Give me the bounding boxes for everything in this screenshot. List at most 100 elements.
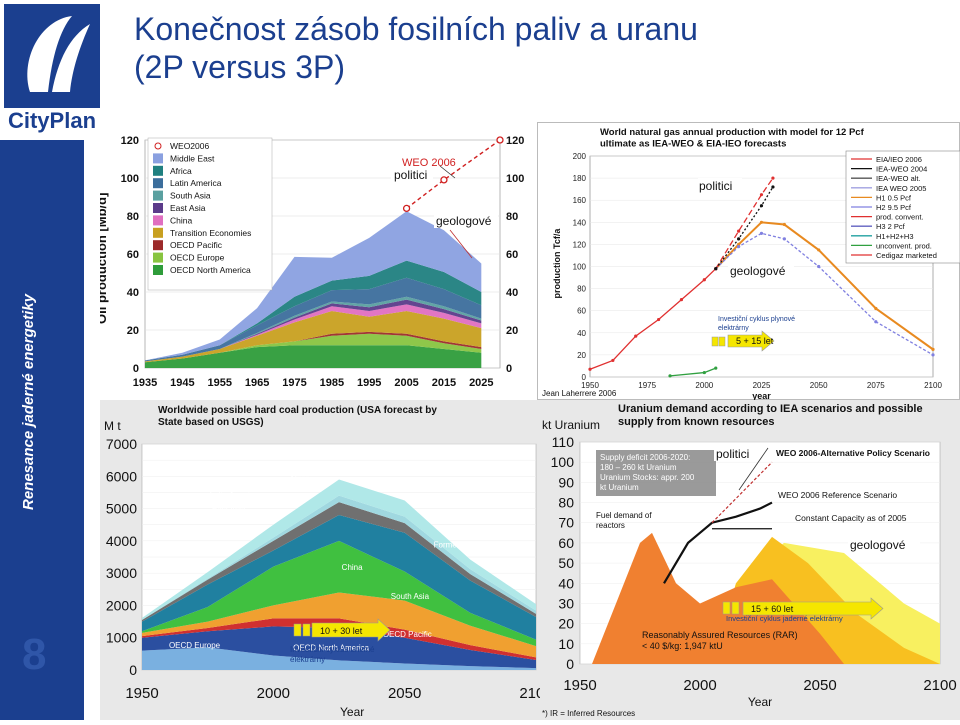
gas-annotation-geologove: geologové <box>730 264 786 278</box>
gas-point <box>759 220 764 224</box>
ur-annot-bg <box>848 536 920 552</box>
coal-region-label: OECD North America <box>293 644 370 653</box>
oil-ytick-right: 120 <box>506 135 524 147</box>
ur-investment-arrow-label: 15 + 60 let <box>751 604 794 614</box>
oil-chart: 0 0 20 20 40 40 60 60 80 80 100 100 120 120 1935 1945 19… <box>94 135 524 389</box>
ur-xlabel: Year <box>748 695 772 709</box>
oil-xtick: 2005 <box>394 377 418 389</box>
ur-ytick: 10 <box>558 636 574 652</box>
coal-investment-arrow-label: 10 + 30 let <box>320 626 363 636</box>
gas-xtick: 2075 <box>867 381 885 390</box>
coal-title: Worldwide possible hard coal production … <box>158 405 437 416</box>
gas-cycle-bar <box>718 336 726 347</box>
oil-area-east-asia <box>145 299 482 362</box>
oil-area-oecd-europe <box>145 333 482 363</box>
oil-annot-pointer <box>449 229 473 259</box>
gas-legend-label: unconvent. prod. <box>876 241 932 250</box>
gas-point <box>702 278 706 282</box>
oil-legend-label: East Asia <box>170 203 206 213</box>
gas-point <box>771 185 775 189</box>
oil-legend-label: OECD Europe <box>170 253 225 263</box>
coal-region-label: South Asia <box>391 592 430 601</box>
oil-forecast-label: WEO 2006 <box>402 157 456 169</box>
gas-point <box>737 245 741 249</box>
ur-ytick: 80 <box>558 495 574 511</box>
oil-ytick-left: 60 <box>127 249 139 261</box>
coal-area-africa <box>142 479 536 620</box>
gas-chart: World natural gas annual production with… <box>542 127 960 401</box>
coal-region-label: East Asia <box>212 505 246 514</box>
gas-ylabel: production Tcf/a <box>552 228 562 299</box>
sidebar-text: Renesance jaderné energetiky <box>20 294 37 510</box>
coal-xtick: 2050 <box>388 685 421 702</box>
ur-rar-label: Reasonably Assured Resources (RAR) <box>642 630 798 640</box>
gas-annotation-politici: politici <box>699 179 732 193</box>
oil-legend-label: OECD North America <box>170 265 251 275</box>
gas-legend-label: EIA/IEO 2006 <box>876 155 922 164</box>
ur-annotation-geologove: geologové <box>850 538 906 552</box>
oil-ytick-right: 0 <box>506 363 512 375</box>
gas-ytick: 140 <box>573 218 587 227</box>
coal-chart: Worldwide possible hard coal production … <box>104 405 553 719</box>
gas-point <box>759 231 764 235</box>
coal-ytick: 5000 <box>106 501 137 517</box>
ur-title: supply from known resources <box>618 416 774 428</box>
coal-region-label: Former Soviet Union <box>434 540 507 549</box>
coal-area-oecd-europe <box>142 647 536 670</box>
gas-legend-label: H1 0.5 Pcf <box>876 193 912 202</box>
oil-legend-swatch <box>153 215 163 226</box>
ur-ytick: 110 <box>552 434 575 450</box>
oil-legend-swatch <box>153 153 163 164</box>
ur-xtick: 2050 <box>803 677 836 694</box>
oil-legend-label: Middle East <box>170 153 215 163</box>
oil-ytick-right: 60 <box>506 249 518 261</box>
coal-area-oecd-north-america <box>142 626 536 669</box>
gas-point <box>817 264 821 269</box>
coal-ytick: 1000 <box>106 630 137 646</box>
oil-area-south-asia <box>145 296 482 362</box>
oil-annot-bg <box>434 212 498 228</box>
coal-area-former-soviet-union <box>142 515 536 640</box>
gas-xtick: 2000 <box>695 381 713 390</box>
gas-title: World natural gas annual production with… <box>600 127 865 138</box>
coal-xlabel: Year <box>340 705 364 719</box>
oil-legend-label: Transition Economies <box>170 228 251 238</box>
gas-series-iea-weo-2004 <box>715 186 774 270</box>
oil-xtick: 1975 <box>282 377 306 389</box>
page-title: Konečnost zásob fosilních paliv a uranu … <box>134 10 698 86</box>
oil-chart-panel: 0 0 20 20 40 40 60 60 80 80 100 100 120 120 1935 1945 19… <box>94 122 535 390</box>
ur-deficit-label: Supply deficit 2006-2020: <box>600 453 690 462</box>
oil-legend-label: OECD Pacific <box>170 240 223 250</box>
oil-ytick-left: 80 <box>127 211 139 223</box>
gas-ytick: 60 <box>577 307 586 316</box>
ur-constant-label: Constant Capacity as of 2005 <box>795 513 907 523</box>
uranium-chart: Uranium demand according to IEA scenario… <box>542 403 957 718</box>
oil-xtick: 1945 <box>170 377 194 389</box>
coal-investment-label: Investiční cyklus uhelné <box>290 645 375 654</box>
oil-ytick-left: 100 <box>121 173 139 185</box>
gas-legend-label: H1+H2+H3 <box>876 232 914 241</box>
ur-resource-area <box>592 532 844 664</box>
coal-cycle-bar <box>293 623 302 637</box>
coal-ytick: 6000 <box>106 468 137 484</box>
ur-ytick: 50 <box>558 555 574 571</box>
ur-ytick: 100 <box>551 454 575 470</box>
gas-point <box>737 242 741 246</box>
coal-region-label: Africa <box>289 474 310 483</box>
gas-legend-label: H2 9.5 Pcf <box>876 203 912 212</box>
oil-legend-swatch <box>153 165 163 176</box>
ur-demand-label: Fuel demand of <box>596 511 652 520</box>
oil-xtick: 2015 <box>432 377 456 389</box>
coal-chart-panel: Worldwide possible hard coal production … <box>100 400 553 720</box>
gas-point <box>782 222 786 227</box>
coal-region-label: Latin America <box>210 490 259 499</box>
gas-point <box>611 358 615 363</box>
oil-area-china <box>145 304 482 362</box>
gas-credit: Jean Laherrere 2006 <box>542 389 617 398</box>
oil-xtick: 1985 <box>320 377 344 389</box>
coal-ytick: 4000 <box>106 533 137 549</box>
ur-xtick: 1950 <box>563 677 596 694</box>
coal-area-china <box>142 540 536 647</box>
ur-annot-pointer <box>738 447 769 491</box>
gas-point <box>657 317 661 322</box>
